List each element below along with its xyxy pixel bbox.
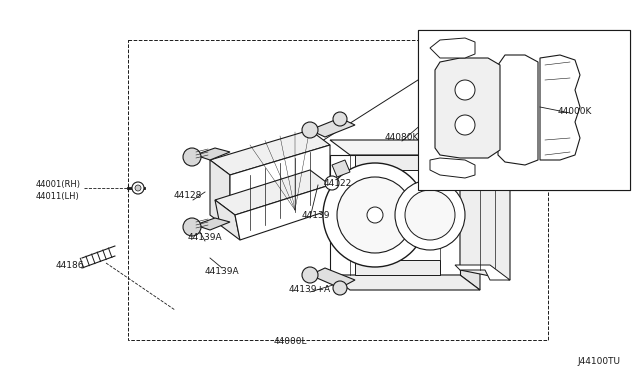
Polygon shape (230, 145, 330, 230)
Text: 44011(LH): 44011(LH) (36, 192, 80, 201)
Circle shape (132, 182, 144, 194)
Circle shape (367, 207, 383, 223)
Polygon shape (210, 160, 230, 230)
Text: 44186: 44186 (56, 260, 84, 269)
Text: 44122: 44122 (324, 179, 352, 187)
Polygon shape (455, 160, 510, 175)
Text: 44139A: 44139A (205, 267, 239, 276)
Circle shape (405, 190, 455, 240)
Circle shape (135, 185, 141, 191)
Text: 44139A: 44139A (188, 234, 222, 243)
Circle shape (333, 112, 347, 126)
Circle shape (325, 176, 339, 190)
Polygon shape (435, 58, 500, 158)
Text: 44139: 44139 (301, 211, 330, 219)
Polygon shape (210, 130, 330, 175)
Polygon shape (430, 38, 475, 58)
Text: 44128: 44128 (174, 192, 202, 201)
Polygon shape (330, 140, 480, 155)
Polygon shape (418, 30, 630, 190)
Text: 44000L: 44000L (273, 337, 307, 346)
Polygon shape (430, 158, 475, 178)
Polygon shape (540, 55, 580, 160)
Polygon shape (235, 185, 330, 240)
Circle shape (395, 180, 465, 250)
Polygon shape (310, 118, 355, 137)
Polygon shape (215, 170, 330, 215)
Polygon shape (418, 30, 630, 190)
Circle shape (302, 267, 318, 283)
Polygon shape (215, 200, 240, 240)
Polygon shape (460, 165, 510, 280)
Polygon shape (195, 218, 230, 230)
Polygon shape (332, 160, 350, 177)
Polygon shape (195, 148, 230, 160)
Circle shape (333, 281, 347, 295)
Text: 44080K: 44080K (385, 134, 419, 142)
Text: 44000K: 44000K (558, 108, 592, 116)
Polygon shape (498, 55, 538, 165)
Circle shape (302, 122, 318, 138)
Text: 44001(RH): 44001(RH) (35, 180, 81, 189)
Polygon shape (330, 155, 460, 275)
Polygon shape (128, 40, 548, 340)
Polygon shape (355, 155, 440, 170)
Polygon shape (455, 265, 510, 280)
Circle shape (323, 163, 427, 267)
Circle shape (455, 80, 475, 100)
Polygon shape (330, 275, 480, 290)
Circle shape (183, 148, 201, 166)
Circle shape (455, 115, 475, 135)
Circle shape (183, 218, 201, 236)
Polygon shape (460, 140, 480, 290)
Polygon shape (355, 260, 440, 275)
Text: 44139+A: 44139+A (289, 285, 331, 295)
Circle shape (337, 177, 413, 253)
Polygon shape (310, 268, 355, 288)
Text: J44100TU: J44100TU (577, 357, 620, 366)
